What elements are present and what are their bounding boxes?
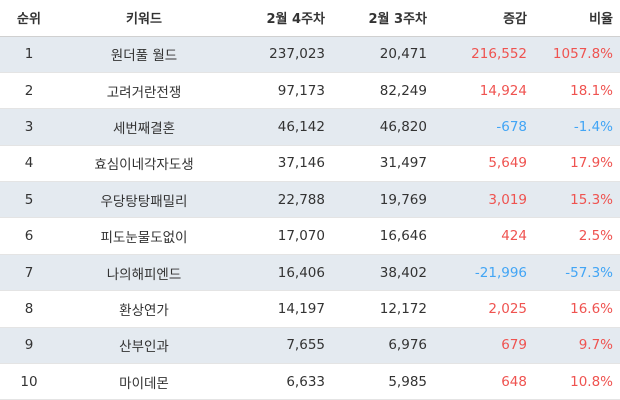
cell-pct: -1.4%	[573, 118, 613, 135]
table-row: 4 효심이네각자도생 37,146 31,497 5,649 17.9%	[0, 145, 620, 182]
cell-diff: 2,025	[488, 300, 527, 317]
cell-keyword: 우당탕탕패밀리	[100, 193, 188, 210]
table-row: 2 고려거란전쟁 97,173 82,249 14,924 18.1%	[0, 72, 620, 109]
cell-rank: 5	[24, 191, 34, 208]
cell-week3: 19,769	[379, 191, 427, 208]
cell-rank: 1	[24, 46, 34, 63]
cell-week4: 46,142	[277, 118, 325, 135]
cell-pct: 10.8%	[570, 373, 613, 390]
table-row: 9 산부인과 7,655 6,976 679 9.7%	[0, 327, 620, 364]
cell-week3: 38,402	[379, 264, 427, 281]
cell-diff: 216,552	[471, 46, 527, 63]
cell-week4: 14,197	[277, 300, 325, 317]
cell-keyword: 나의해피엔드	[106, 266, 182, 283]
cell-pct: 17.9%	[570, 155, 613, 172]
cell-week4: 17,070	[277, 228, 325, 245]
cell-week4: 237,023	[269, 46, 325, 63]
cell-week3: 16,646	[379, 228, 427, 245]
cell-pct: 1057.8%	[552, 46, 613, 63]
cell-keyword: 산부인과	[119, 339, 169, 356]
cell-keyword: 마이데몬	[119, 375, 169, 392]
cell-week4: 97,173	[277, 82, 325, 99]
cell-week3: 12,172	[379, 300, 427, 317]
cell-pct: 18.1%	[570, 82, 613, 99]
table-header: 순위 키워드 2월 4주차 2월 3주차 증감 비율	[0, 0, 620, 36]
header-week3: 2월 3주차	[368, 12, 428, 28]
cell-rank: 3	[24, 118, 34, 135]
cell-keyword: 환상연가	[119, 302, 169, 319]
cell-week3: 6,976	[388, 337, 427, 354]
cell-pct: 2.5%	[578, 228, 613, 245]
cell-pct: 9.7%	[578, 337, 613, 354]
cell-week3: 5,985	[388, 373, 427, 390]
cell-week4: 6,633	[286, 373, 325, 390]
table-row: 10 마이데몬 6,633 5,985 648 10.8%	[0, 363, 620, 400]
cell-keyword: 효심이네각자도생	[94, 157, 194, 174]
cell-diff: 3,019	[488, 191, 527, 208]
header-pct: 비율	[589, 12, 613, 28]
table-row: 3 세번째결혼 46,142 46,820 -678 -1.4%	[0, 108, 620, 146]
cell-keyword: 고려거란전쟁	[106, 84, 182, 101]
cell-week3: 20,471	[379, 46, 427, 63]
cell-week4: 16,406	[277, 264, 325, 281]
table-row: 6 피도눈물도없이 17,070 16,646 424 2.5%	[0, 217, 620, 255]
cell-keyword: 세번째결혼	[112, 120, 176, 137]
table-row: 1 원더풀 월드 237,023 20,471 216,552 1057.8%	[0, 36, 620, 73]
cell-pct: 16.6%	[570, 300, 613, 317]
cell-diff: 5,649	[488, 155, 527, 172]
cell-diff: 679	[501, 337, 527, 354]
cell-week4: 22,788	[277, 191, 325, 208]
cell-diff: -21,996	[474, 264, 527, 281]
cell-pct: -57.3%	[565, 264, 613, 281]
table-row: 5 우당탕탕패밀리 22,788 19,769 3,019 15.3%	[0, 181, 620, 218]
cell-rank: 10	[20, 373, 38, 390]
table-body: 1 원더풀 월드 237,023 20,471 216,552 1057.8% 2 고려거란전…	[0, 36, 620, 400]
cell-week3: 46,820	[379, 118, 427, 135]
header-row: 순위 키워드 2월 4주차 2월 3주차 증감 비율	[0, 0, 620, 36]
cell-keyword: 피도눈물도없이	[100, 230, 188, 247]
header-rank: 순위	[17, 12, 41, 28]
cell-rank: 8	[24, 300, 34, 317]
header-keyword: 키워드	[126, 12, 162, 28]
cell-diff: 424	[501, 228, 527, 245]
table-row: 8 환상연가 14,197 12,172 2,025 16.6%	[0, 290, 620, 328]
cell-diff: 648	[501, 373, 527, 390]
cell-rank: 6	[24, 228, 34, 245]
header-week4: 2월 4주차	[266, 12, 326, 28]
cell-rank: 4	[24, 155, 34, 172]
cell-keyword: 원더풀 월드	[110, 48, 178, 65]
cell-week4: 7,655	[286, 337, 325, 354]
header-diff: 증감	[503, 12, 527, 28]
table-row: 7 나의해피엔드 16,406 38,402 -21,996 -57.3%	[0, 254, 620, 291]
cell-week3: 82,249	[379, 82, 427, 99]
cell-rank: 7	[24, 264, 34, 281]
cell-rank: 9	[24, 337, 34, 354]
cell-week4: 37,146	[277, 155, 325, 172]
cell-rank: 2	[24, 82, 34, 99]
cell-pct: 15.3%	[570, 191, 613, 208]
cell-week3: 31,497	[379, 155, 427, 172]
cell-diff: 14,924	[479, 82, 527, 99]
cell-diff: -678	[496, 118, 527, 135]
